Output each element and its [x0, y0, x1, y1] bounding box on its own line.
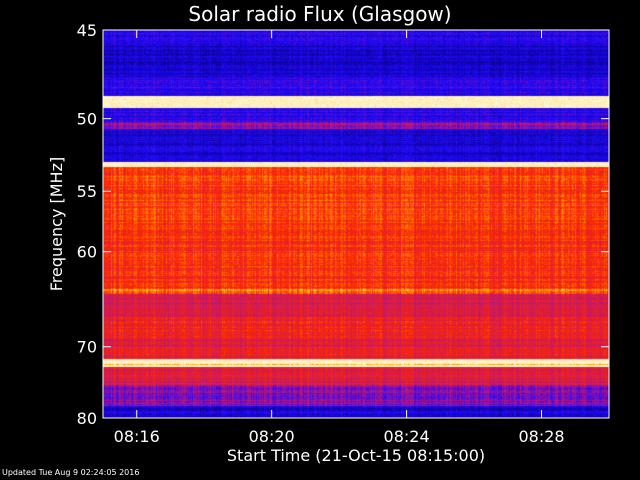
x-tick-label: 08:16	[114, 427, 160, 446]
updated-timestamp: Updated Tue Aug 9 02:24:05 2016	[2, 468, 140, 477]
x-tick-label: 08:24	[384, 427, 430, 446]
y-tick-label: 60	[77, 243, 97, 262]
y-tick-label: 45	[77, 21, 97, 40]
y-tick-label: 50	[77, 110, 97, 129]
y-tick-label: 80	[77, 409, 97, 428]
x-axis-label: Start Time (21-Oct-15 08:15:00)	[227, 446, 485, 465]
y-axis-label: Frequency [MHz]	[47, 157, 66, 291]
y-tick-label: 70	[77, 338, 97, 357]
x-axis: 08:16 08:20 08:24 08:28	[114, 30, 565, 446]
chart-title: Solar radio Flux (Glasgow)	[188, 2, 452, 26]
plot-frame	[102, 29, 610, 419]
x-tick-label: 08:28	[518, 427, 564, 446]
y-tick-label: 55	[77, 182, 97, 201]
x-tick-label: 08:20	[249, 427, 295, 446]
spectrogram-heatmap	[103, 30, 609, 418]
y-axis: 45 50 55 60 70 80	[77, 21, 609, 428]
plot-area	[103, 30, 609, 418]
